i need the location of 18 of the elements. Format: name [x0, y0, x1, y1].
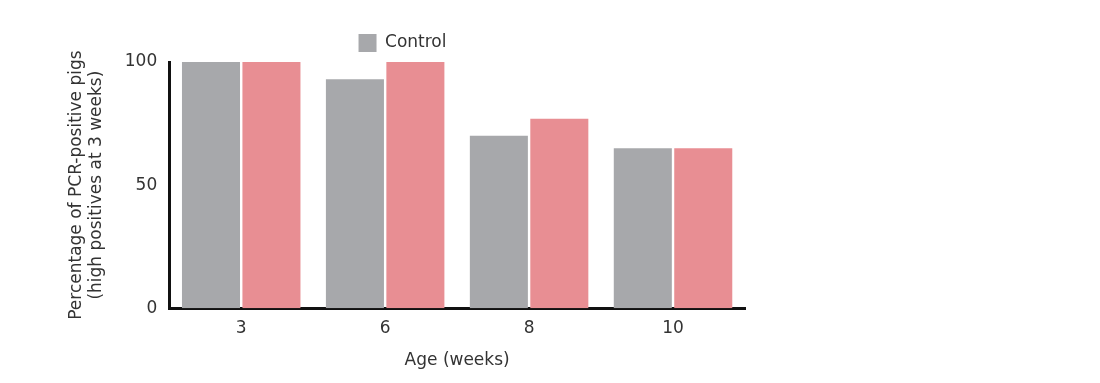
bar	[674, 148, 733, 309]
x-tick-label: 3	[235, 316, 247, 337]
x-tick-label: 10	[662, 316, 684, 337]
y-axis-title: Percentage of PCR-positive pigs (high positives at 3 weeks)	[64, 50, 106, 320]
x-tick-label: 8	[523, 316, 535, 337]
legend-label: Control	[385, 31, 447, 52]
y-tick-label: 50	[135, 173, 158, 194]
bar	[242, 62, 301, 309]
y-tick-label: 100	[124, 50, 158, 71]
y-tick-label: 0	[146, 296, 158, 317]
bar	[469, 135, 528, 309]
bar	[325, 79, 384, 309]
bar	[530, 118, 589, 309]
x-tick-label: 6	[379, 316, 391, 337]
bar	[613, 148, 672, 309]
bar	[386, 62, 445, 309]
x-axis-title: Age (weeks)	[404, 349, 510, 370]
bar	[181, 62, 241, 309]
